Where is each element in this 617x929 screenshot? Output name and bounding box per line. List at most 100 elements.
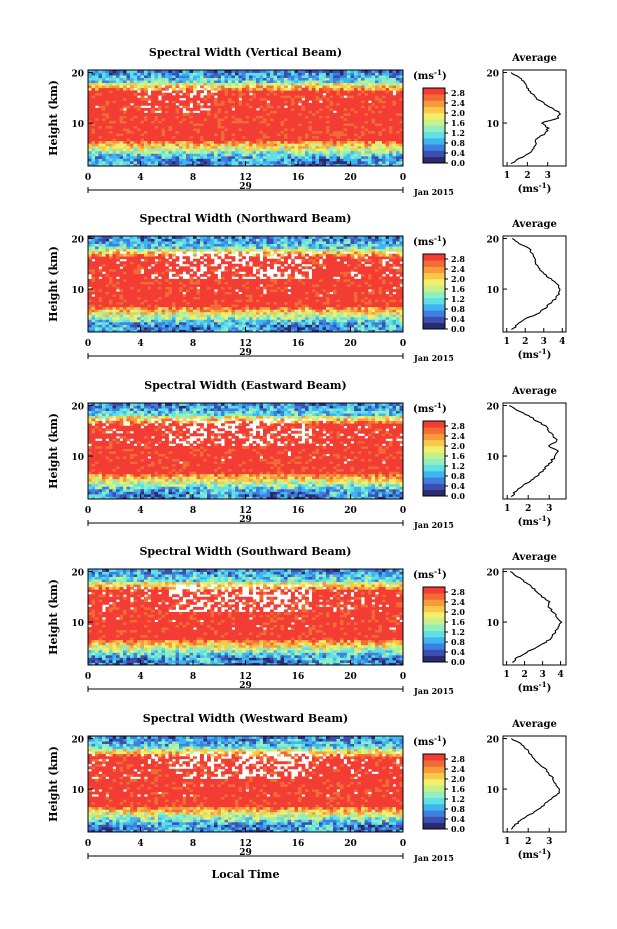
heatmap-cell [130, 82, 134, 86]
heatmap-cell [340, 110, 344, 114]
heatmap-cell [273, 125, 278, 129]
heatmap-cell [112, 296, 117, 300]
heatmap-cell [371, 102, 376, 106]
heatmap-cell [242, 112, 246, 116]
heatmap-cell [137, 100, 141, 104]
heatmap-cell [249, 296, 253, 300]
heatmap-cell [186, 135, 190, 139]
heatmap-cell [196, 304, 201, 308]
heatmap-cell [298, 140, 302, 144]
heatmap-cell [133, 105, 138, 109]
heatmap-cell [165, 311, 169, 315]
heatmap-cell [130, 85, 134, 89]
heatmap-cell [221, 140, 225, 144]
heatmap-cell [165, 143, 169, 147]
heatmap-cell [368, 72, 372, 76]
heatmap-cell [133, 133, 138, 137]
heatmap-cell [245, 128, 250, 132]
heatmap-cell [193, 140, 197, 144]
heatmap-cell [95, 90, 99, 94]
heatmap-cell [291, 128, 295, 132]
heatmap-cell [277, 135, 281, 139]
heatmap-cell [277, 304, 281, 308]
heatmap-cell [378, 82, 383, 86]
heatmap-cell [168, 112, 173, 116]
heatmap-cell [280, 304, 285, 308]
heatmap-cell [263, 95, 267, 99]
heatmap-cell [378, 160, 383, 164]
heatmap-cell [196, 296, 201, 300]
heatmap-cell [298, 77, 302, 81]
heatmap-cell [154, 301, 159, 305]
heatmap-cell [137, 97, 141, 101]
heatmap-cell [207, 133, 211, 137]
heatmap-cell [116, 155, 120, 159]
heatmap-cell [396, 301, 400, 305]
heatmap-cell [200, 105, 204, 109]
heatmap-cell [133, 107, 138, 111]
heatmap-cell [378, 296, 383, 300]
heatmap-cell [322, 70, 327, 73]
heatmap-cell [207, 85, 211, 89]
heatmap-cell [319, 110, 323, 114]
heatmap-cell [119, 299, 124, 303]
heatmap-cell [203, 97, 208, 101]
heatmap-cell [326, 301, 330, 305]
heatmap-cell [378, 115, 383, 119]
heatmap-cell [200, 301, 204, 305]
heatmap-cell [284, 120, 288, 124]
heatmap-cell [364, 296, 369, 300]
heatmap-cell [343, 150, 348, 154]
heatmap-cell [123, 294, 127, 298]
heatmap-cell [249, 123, 253, 126]
heatmap-cell [252, 304, 257, 308]
heatmap-cell [305, 148, 309, 152]
colorbar-swatch [423, 94, 445, 101]
heatmap-cell [350, 110, 355, 114]
heatmap-cell [389, 326, 393, 330]
heatmap-cell [221, 301, 225, 305]
heatmap-cell [119, 153, 124, 157]
heatmap-cell [368, 85, 372, 89]
heatmap-cell [165, 304, 169, 308]
heatmap-cell [385, 296, 390, 300]
heatmap-cell [193, 299, 197, 303]
heatmap-cell [168, 314, 173, 318]
heatmap-cell [224, 296, 229, 300]
heatmap-cell [154, 304, 159, 308]
heatmap-cell [168, 153, 173, 157]
heatmap-cell [130, 329, 134, 333]
heatmap-cell [235, 163, 239, 167]
heatmap-cell [287, 72, 292, 76]
heatmap-cell [98, 143, 103, 147]
heatmap-cell [228, 102, 232, 106]
heatmap-cell [249, 97, 253, 101]
heatmap-cell [105, 329, 110, 333]
heatmap-cell [294, 112, 299, 116]
heatmap-cell [207, 316, 211, 320]
heatmap-cell [343, 329, 348, 333]
heatmap-cell [109, 107, 113, 111]
heatmap-cell [298, 125, 302, 129]
heatmap-cell [375, 148, 379, 152]
heatmap-cell [105, 107, 110, 111]
heatmap-cell [277, 301, 281, 305]
heatmap-cell [312, 299, 316, 303]
heatmap-cell [375, 153, 379, 157]
heatmap-cell [347, 291, 351, 295]
heatmap-cell [333, 97, 337, 101]
heatmap-cell [210, 296, 215, 300]
heatmap-cell [224, 289, 229, 292]
heatmap-cell [105, 153, 110, 157]
heatmap-cell [95, 311, 99, 315]
heatmap-cell [399, 158, 404, 162]
heatmap-cell [385, 289, 390, 292]
heatmap-cell [252, 153, 257, 157]
heatmap-cell [336, 110, 341, 114]
heatmap-cell [91, 304, 96, 308]
heatmap-cell [154, 85, 159, 89]
heatmap-cell [168, 324, 173, 328]
heatmap-cell [280, 150, 285, 154]
heatmap-cell [280, 102, 285, 106]
heatmap-cell [140, 309, 145, 313]
